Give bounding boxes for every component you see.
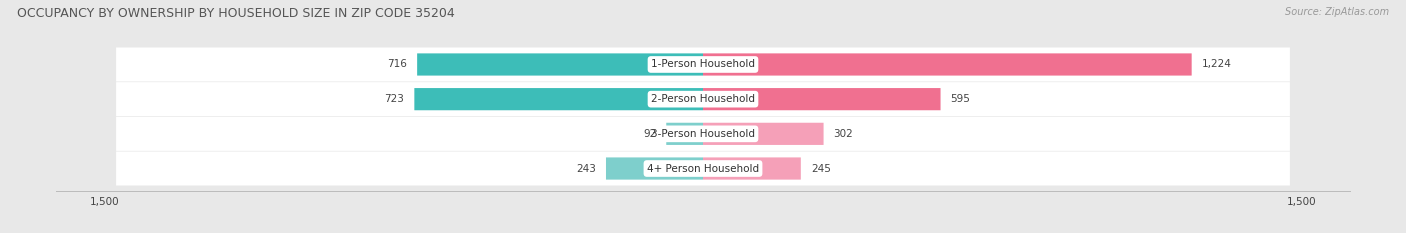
Text: 4+ Person Household: 4+ Person Household — [647, 164, 759, 174]
FancyBboxPatch shape — [117, 117, 1289, 151]
Text: Source: ZipAtlas.com: Source: ZipAtlas.com — [1285, 7, 1389, 17]
FancyBboxPatch shape — [703, 158, 801, 180]
FancyBboxPatch shape — [415, 88, 703, 110]
FancyBboxPatch shape — [703, 88, 941, 110]
FancyBboxPatch shape — [606, 158, 703, 180]
FancyBboxPatch shape — [703, 53, 1192, 75]
Text: 2-Person Household: 2-Person Household — [651, 94, 755, 104]
FancyBboxPatch shape — [703, 123, 824, 145]
Text: 92: 92 — [643, 129, 657, 139]
Text: 1-Person Household: 1-Person Household — [651, 59, 755, 69]
Text: 3-Person Household: 3-Person Household — [651, 129, 755, 139]
FancyBboxPatch shape — [117, 151, 1289, 185]
Text: OCCUPANCY BY OWNERSHIP BY HOUSEHOLD SIZE IN ZIP CODE 35204: OCCUPANCY BY OWNERSHIP BY HOUSEHOLD SIZE… — [17, 7, 454, 20]
Text: 1,224: 1,224 — [1202, 59, 1232, 69]
Text: 723: 723 — [384, 94, 405, 104]
FancyBboxPatch shape — [666, 123, 703, 145]
Text: 243: 243 — [576, 164, 596, 174]
Text: 245: 245 — [811, 164, 831, 174]
FancyBboxPatch shape — [418, 53, 703, 75]
FancyBboxPatch shape — [117, 48, 1289, 82]
FancyBboxPatch shape — [117, 82, 1289, 116]
Text: 716: 716 — [387, 59, 408, 69]
Text: 595: 595 — [950, 94, 970, 104]
Text: 302: 302 — [834, 129, 853, 139]
